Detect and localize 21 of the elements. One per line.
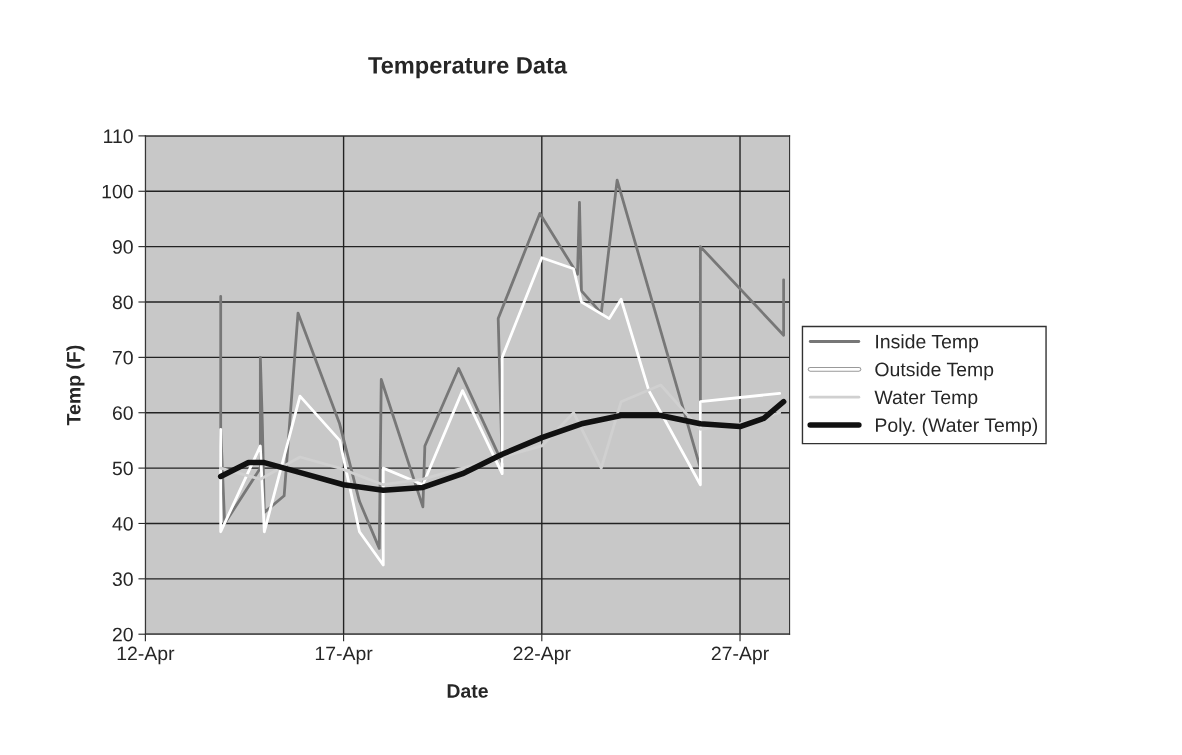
x-tick-label: 17-Apr [315, 646, 373, 665]
y-tick-label: 50 [112, 461, 133, 476]
legend-label: Poly. (Water Temp) [876, 417, 1038, 436]
y-tick-label: 80 [112, 295, 133, 310]
x-tick-label: 27-Apr [711, 646, 769, 665]
x-axis-title: Date [447, 684, 488, 698]
y-tick-label: 40 [112, 516, 133, 531]
chart-title: Temperature Data [368, 57, 568, 79]
y-tick-label: 20 [112, 627, 133, 642]
legend-label: Outside Temp [875, 362, 994, 381]
legend-label: Water Temp [874, 390, 978, 409]
legend-label: Inside Temp [876, 334, 979, 353]
y-tick-label: 90 [112, 240, 133, 254]
x-tick-label: 22-Apr [513, 646, 571, 665]
x-tick-label: 12-Apr [117, 646, 175, 665]
y-tick-label: 110 [104, 129, 133, 144]
y-tick-label: 30 [112, 572, 133, 587]
y-axis-title: Temp (F) [66, 345, 85, 426]
y-tick-label: 60 [112, 406, 133, 420]
y-tick-label: 100 [102, 184, 133, 199]
y-tick-label: 70 [112, 350, 133, 365]
